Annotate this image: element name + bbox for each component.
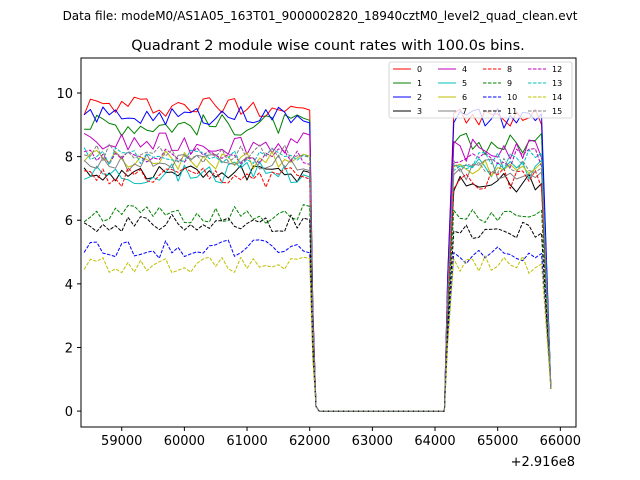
legend-label-7: 7 (462, 107, 467, 116)
y-tick-label: 6 (65, 214, 73, 229)
series-line-8 (84, 167, 552, 412)
y-tick-label: 8 (65, 151, 73, 166)
series-line-0 (83, 96, 552, 412)
legend-label-1: 1 (417, 79, 422, 88)
x-tick-label: 64000 (414, 434, 455, 449)
x-tick-label: 59000 (101, 434, 142, 449)
legend-label-15: 15 (552, 107, 562, 116)
series-line-4 (83, 132, 552, 412)
series-line-13 (83, 147, 552, 412)
legend-label-11: 11 (507, 107, 517, 116)
series-line-11 (83, 214, 552, 412)
x-tick-label: 66000 (540, 434, 581, 449)
chart-suptitle: Data file: modeM0/AS1A05_163T01_90000028… (63, 9, 578, 23)
series-line-5 (83, 158, 552, 412)
legend-label-10: 10 (507, 93, 517, 102)
legend-label-3: 3 (417, 107, 422, 116)
legend-label-0: 0 (417, 65, 422, 74)
legend-label-5: 5 (462, 79, 467, 88)
y-tick-label: 2 (65, 341, 73, 356)
series-line-1 (84, 114, 552, 412)
legend-label-6: 6 (462, 93, 467, 102)
series-line-9 (83, 204, 552, 412)
series-line-3 (83, 164, 552, 412)
legend-label-8: 8 (507, 65, 512, 74)
legend-label-13: 13 (552, 79, 562, 88)
x-tick-label: 65000 (477, 434, 518, 449)
x-tick-label: 63000 (352, 434, 393, 449)
x-offset-label: +2.916e8 (511, 455, 575, 470)
legend-label-9: 9 (507, 79, 512, 88)
y-axis: 0 2 4 6 8 10 (56, 87, 81, 420)
chart-title: Quadrant 2 module wise count rates with … (131, 38, 525, 54)
legend-label-12: 12 (552, 65, 562, 74)
y-tick-label: 4 (65, 278, 73, 293)
series-line-7 (83, 153, 552, 412)
series-line-15 (83, 143, 552, 412)
plot-frame (80, 57, 577, 428)
series-line-14 (83, 255, 552, 412)
x-tick-label: 60000 (164, 434, 205, 449)
y-tick-label: 0 (65, 405, 73, 420)
legend-box (388, 61, 573, 119)
legend-label-4: 4 (462, 65, 467, 74)
plot-lines (83, 96, 552, 412)
series-line-6 (83, 149, 552, 412)
legend-label-14: 14 (552, 93, 562, 102)
x-tick-label: 61000 (226, 434, 267, 449)
x-axis: 59000 60000 61000 62000 63000 64000 65000 66000 (101, 427, 581, 449)
x-tick-label: 62000 (289, 434, 330, 449)
y-tick-label: 10 (56, 87, 73, 102)
legend-label-2: 2 (417, 93, 422, 102)
